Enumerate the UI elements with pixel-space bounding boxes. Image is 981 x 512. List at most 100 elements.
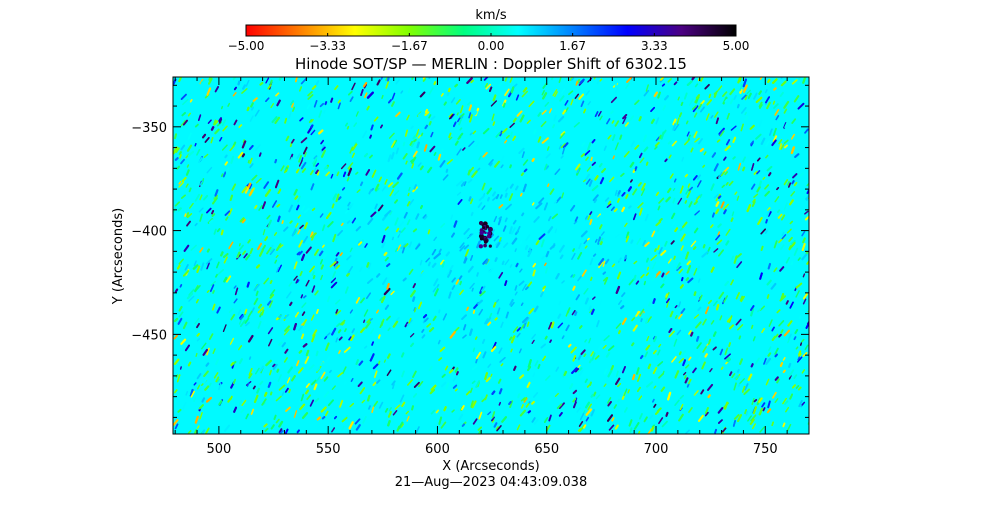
doppler-speckle [284,325,290,332]
doppler-speckle [279,430,284,434]
doppler-speckle [669,310,674,318]
doppler-speckle [384,210,392,217]
doppler-speckle [178,181,185,188]
doppler-speckle [187,361,192,367]
doppler-speckle [783,139,789,145]
doppler-speckle [222,125,228,132]
doppler-speckle [359,181,364,187]
doppler-speckle [320,371,326,380]
doppler-speckle [412,283,416,289]
doppler-speckle [598,224,603,230]
doppler-speckle [323,110,326,114]
doppler-speckle [186,292,194,300]
doppler-speckle [557,322,564,329]
doppler-speckle [178,181,182,185]
doppler-speckle [584,297,589,305]
doppler-speckle [394,199,399,204]
doppler-speckle [505,187,509,192]
doppler-speckle [591,352,596,361]
doppler-map [173,77,809,434]
doppler-speckle [381,234,386,244]
doppler-speckle [375,187,380,193]
doppler-speckle [519,374,525,380]
doppler-speckle [298,86,303,92]
doppler-speckle [541,109,547,115]
doppler-speckle [502,225,507,232]
doppler-speckle [360,89,364,96]
doppler-speckle [629,161,635,168]
doppler-speckle [218,400,223,406]
doppler-speckle [520,397,526,402]
doppler-speckle [801,230,806,237]
doppler-speckle [785,300,789,305]
doppler-speckle [193,396,197,402]
doppler-speckle [177,317,183,325]
doppler-speckle [395,111,401,118]
doppler-speckle [448,291,452,299]
doppler-speckle [520,192,523,197]
doppler-speckle [693,267,698,276]
doppler-speckle [595,394,601,400]
doppler-speckle [173,400,176,404]
doppler-speckle [316,416,321,421]
doppler-speckle [417,111,423,117]
doppler-speckle [547,215,552,222]
doppler-speckle [633,260,638,265]
doppler-speckle [558,412,563,417]
doppler-speckle [589,257,594,266]
doppler-speckle [572,389,577,395]
doppler-speckle [532,263,537,268]
doppler-speckle [182,119,188,126]
doppler-speckle [349,309,353,314]
doppler-speckle [759,426,765,433]
doppler-speckle [524,245,529,251]
doppler-speckle [242,139,246,144]
doppler-speckle [751,397,755,406]
doppler-speckle [750,183,756,190]
doppler-speckle [678,112,683,118]
doppler-speckle [332,271,337,279]
doppler-speckle [451,277,456,283]
doppler-speckle [447,87,451,93]
doppler-speckle [509,77,513,83]
doppler-speckle [477,202,483,208]
doppler-speckle [394,232,400,240]
doppler-speckle [601,168,606,174]
doppler-speckle [551,77,554,80]
doppler-speckle [718,172,723,179]
doppler-speckle [758,101,763,108]
doppler-speckle [540,358,544,363]
doppler-speckle [557,115,565,123]
doppler-speckle [543,417,547,423]
doppler-speckle [765,140,770,147]
doppler-speckle [493,235,500,242]
doppler-speckle [202,133,207,139]
colorbar-label: km/s [475,8,507,23]
doppler-speckle [409,140,414,146]
doppler-speckle [281,220,284,225]
doppler-speckle [462,334,467,339]
doppler-speckle [462,147,466,151]
doppler-speckle [208,333,214,340]
doppler-speckle [180,93,187,100]
doppler-speckle [459,242,465,249]
doppler-speckle [366,91,374,99]
doppler-speckle [286,291,292,299]
doppler-speckle [498,203,504,209]
doppler-speckle [296,360,300,367]
doppler-speckle [337,372,343,378]
doppler-speckle [444,365,449,371]
doppler-speckle [602,277,608,282]
doppler-speckle [505,203,512,211]
doppler-speckle [364,243,368,248]
doppler-speckle [618,330,621,335]
doppler-speckle [386,283,390,290]
doppler-speckle [585,173,590,180]
doppler-speckle [672,118,677,126]
doppler-speckle [201,397,206,403]
doppler-speckle [341,321,345,326]
doppler-speckle [344,122,349,127]
doppler-speckle [682,359,686,367]
doppler-speckle [624,222,628,227]
doppler-speckle [196,322,200,329]
